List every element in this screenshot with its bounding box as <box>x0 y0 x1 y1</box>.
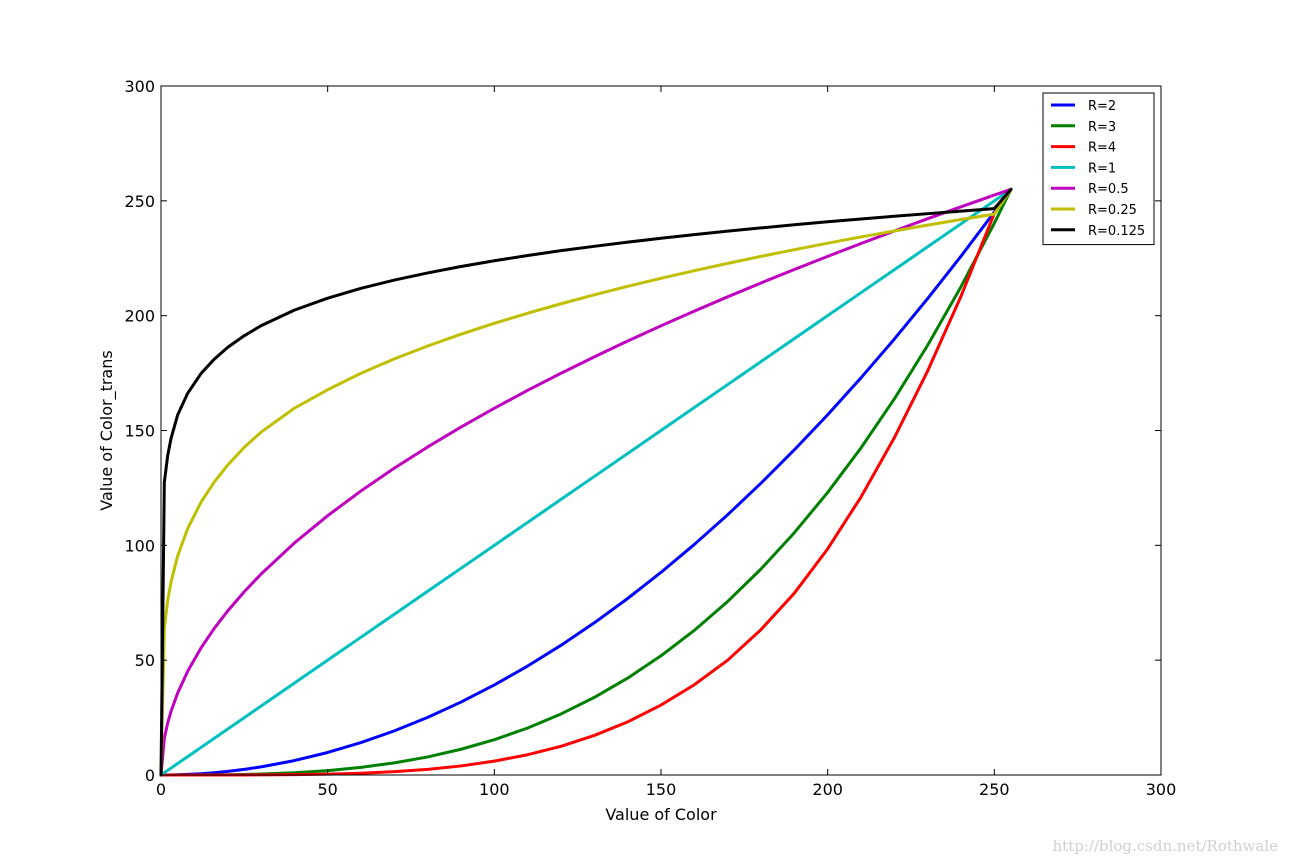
series-lines <box>159 187 1013 777</box>
y-axis-label: Value of Color_trans <box>97 350 117 510</box>
y-tick-label-6: 300 <box>124 77 155 96</box>
x-tick-label-2: 100 <box>479 780 510 799</box>
y-tick-label-5: 250 <box>124 192 155 211</box>
y-tick-label-0: 0 <box>145 766 155 785</box>
x-axis-label: Value of Color <box>605 805 717 824</box>
x-tick-label-0: 0 <box>156 780 166 799</box>
series-line-5 <box>159 187 1013 777</box>
legend-label-1: R=3 <box>1088 120 1116 135</box>
legend-label-5: R=0.25 <box>1088 203 1137 218</box>
x-tick-label-4: 200 <box>812 780 843 799</box>
x-tick-label-1: 50 <box>317 780 337 799</box>
legend-label-4: R=0.5 <box>1088 182 1129 197</box>
y-tick-label-4: 200 <box>124 307 155 326</box>
x-tick-label-5: 250 <box>979 780 1010 799</box>
y-tick-label-3: 150 <box>124 422 155 441</box>
series-line-6 <box>159 187 1013 777</box>
y-tick-label-1: 50 <box>135 651 155 670</box>
series-line-3 <box>159 187 1013 777</box>
legend: R=2 R=3 R=4 R=1 R=0.5 R=0.25 R=0.125 <box>1042 92 1155 246</box>
y-tick-label-2: 100 <box>124 536 155 555</box>
legend-label-0: R=2 <box>1088 99 1116 114</box>
axis-ticks: 0 50 100 150 200 250 300 0 50 100 150 200 250 300 <box>124 77 1176 799</box>
legend-label-3: R=1 <box>1088 161 1116 176</box>
watermark-text: http://blog.csdn.net/Rothwale <box>1052 837 1279 855</box>
legend-label-2: R=4 <box>1088 141 1116 156</box>
x-tick-label-6: 300 <box>1146 780 1177 799</box>
legend-label-6: R=0.125 <box>1088 224 1145 239</box>
series-line-4 <box>159 187 1013 777</box>
x-tick-label-3: 150 <box>646 780 677 799</box>
